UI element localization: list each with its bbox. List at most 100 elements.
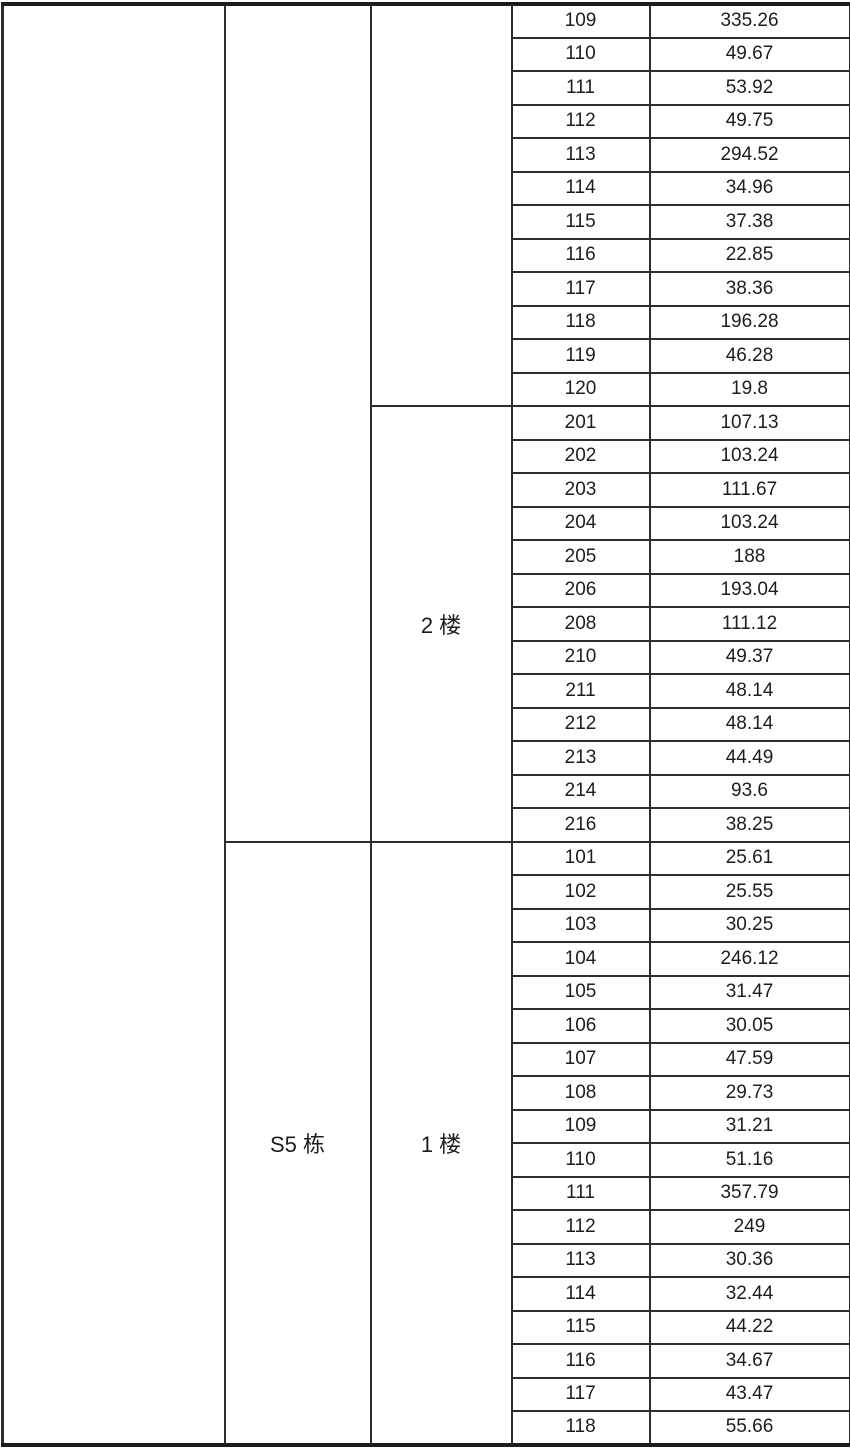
room-number-cell: 119: [510, 338, 651, 374]
table-row: 120 19.8: [3, 371, 850, 407]
area-value-cell: 188: [648, 539, 850, 575]
area-value-cell: 25.61: [648, 840, 850, 876]
room-number-cell: 113: [510, 1242, 651, 1278]
room-number-cell: 111: [510, 1175, 651, 1211]
table-row: 118 55.66: [3, 1410, 850, 1446]
area-value-cell: 249: [648, 1209, 850, 1245]
table-row: 204 103.24: [3, 505, 850, 541]
room-number-cell: 114: [510, 1276, 651, 1312]
area-value-cell: 22.85: [648, 237, 850, 273]
table-row: 103 30.25: [3, 907, 850, 943]
room-number-cell: 108: [510, 1075, 651, 1111]
area-value-cell: 48.14: [648, 673, 850, 709]
table-row: 116 22.85: [3, 237, 850, 273]
table-row: 216 38.25: [3, 807, 850, 843]
table-row: 116 34.67: [3, 1343, 850, 1379]
room-number-cell: 105: [510, 974, 651, 1010]
room-number-cell: 117: [510, 1376, 651, 1412]
room-number-cell: 117: [510, 271, 651, 307]
area-value-cell: 49.75: [648, 103, 850, 139]
left-spacer-cell: [2, 3, 226, 1446]
room-number-cell: 103: [510, 907, 651, 943]
table-row: 107 47.59: [3, 1041, 850, 1077]
room-number-cell: 213: [510, 740, 651, 776]
table-row: 206 193.04: [3, 572, 850, 608]
room-number-cell: 115: [510, 204, 651, 240]
area-value-cell: 19.8: [648, 371, 850, 407]
room-number-cell: 112: [510, 103, 651, 139]
area-value-cell: 34.67: [648, 1343, 850, 1379]
area-value-cell: 246.12: [648, 941, 850, 977]
area-value-cell: 32.44: [648, 1276, 850, 1312]
room-number-cell: 205: [510, 539, 651, 575]
area-value-cell: 38.25: [648, 807, 850, 843]
room-number-cell: 107: [510, 1041, 651, 1077]
area-value-cell: 47.59: [648, 1041, 850, 1077]
area-value-cell: 30.25: [648, 907, 850, 943]
area-value-cell: 111.67: [648, 472, 850, 508]
building-cell: [223, 3, 372, 843]
area-value-cell: 48.14: [648, 706, 850, 742]
building-cell: S5 栋: [223, 840, 372, 1446]
table-row: 105 31.47: [3, 974, 850, 1010]
room-number-cell: 116: [510, 237, 651, 273]
table-row: 211 48.14: [3, 673, 850, 709]
room-number-cell: 204: [510, 505, 651, 541]
table-row: 113 30.36: [3, 1242, 850, 1278]
area-value-cell: 34.96: [648, 170, 850, 206]
table-row: 205 188: [3, 539, 850, 575]
area-value-cell: 357.79: [648, 1175, 850, 1211]
room-number-cell: 113: [510, 137, 651, 173]
room-number-cell: 216: [510, 807, 651, 843]
table-row: 111 53.92: [3, 70, 850, 106]
room-number-cell: 201: [510, 405, 651, 441]
room-number-cell: 208: [510, 606, 651, 642]
area-value-cell: 44.49: [648, 740, 850, 776]
table-row: 110 51.16: [3, 1142, 850, 1178]
area-value-cell: 103.24: [648, 505, 850, 541]
area-value-cell: 53.92: [648, 70, 850, 106]
room-number-cell: 214: [510, 773, 651, 809]
area-value-cell: 37.38: [648, 204, 850, 240]
room-number-cell: 203: [510, 472, 651, 508]
table-row: 106 30.05: [3, 1008, 850, 1044]
room-number-cell: 118: [510, 1410, 651, 1446]
table-row: 112 249: [3, 1209, 850, 1245]
area-value-cell: 335.26: [648, 3, 850, 39]
table-row: 109 31.21: [3, 1108, 850, 1144]
room-number-cell: 212: [510, 706, 651, 742]
room-number-cell: 101: [510, 840, 651, 876]
room-number-cell: 202: [510, 438, 651, 474]
area-value-cell: 30.36: [648, 1242, 850, 1278]
table-row: 212 48.14: [3, 706, 850, 742]
table-row: 118 196.28: [3, 304, 850, 340]
table-row: 104 246.12: [3, 941, 850, 977]
table-row: 117 38.36: [3, 271, 850, 307]
room-number-cell: 116: [510, 1343, 651, 1379]
floor-cell: 1 楼: [369, 840, 513, 1446]
room-number-cell: 110: [510, 36, 651, 72]
table-row: 208 111.12: [3, 606, 850, 642]
area-value-cell: 49.67: [648, 36, 850, 72]
area-value-cell: 46.28: [648, 338, 850, 374]
area-value-cell: 93.6: [648, 773, 850, 809]
room-number-cell: 111: [510, 70, 651, 106]
room-number-cell: 114: [510, 170, 651, 206]
table-row: 115 44.22: [3, 1309, 850, 1345]
area-value-cell: 38.36: [648, 271, 850, 307]
table-row: 214 93.6: [3, 773, 850, 809]
table-row: 119 46.28: [3, 338, 850, 374]
floor-cell: [369, 3, 513, 407]
room-number-cell: 115: [510, 1309, 651, 1345]
area-value-cell: 51.16: [648, 1142, 850, 1178]
area-value-cell: 196.28: [648, 304, 850, 340]
room-number-cell: 120: [510, 371, 651, 407]
table-row: 115 37.38: [3, 204, 850, 240]
table-row: 117 43.47: [3, 1376, 850, 1412]
table-row: 108 29.73: [3, 1075, 850, 1111]
area-value-cell: 25.55: [648, 874, 850, 910]
room-number-cell: 109: [510, 3, 651, 39]
